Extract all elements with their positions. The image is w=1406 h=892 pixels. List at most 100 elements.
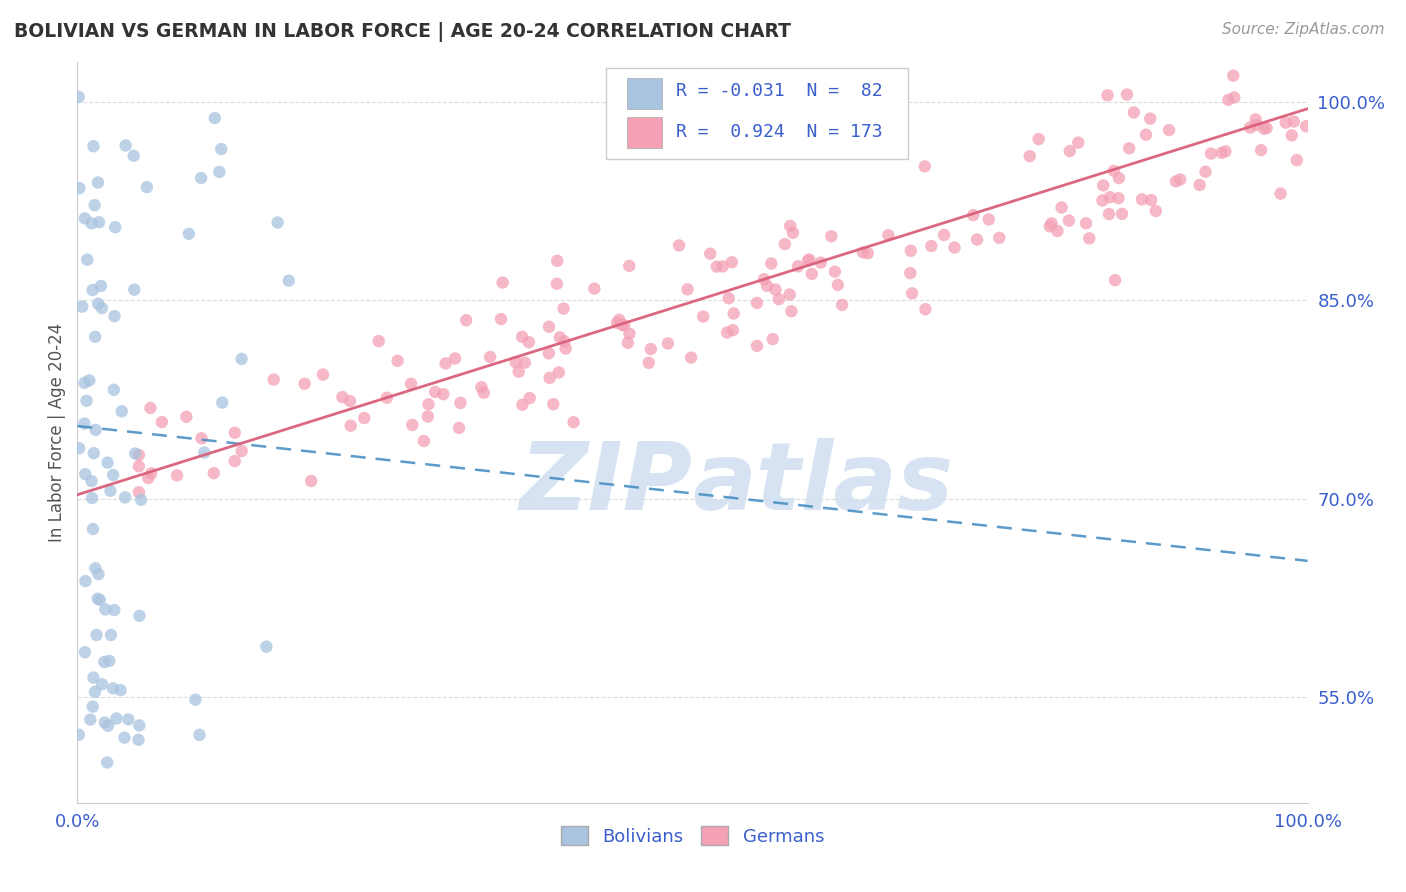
Point xyxy=(617,335,640,350)
Point xyxy=(339,394,361,409)
Point xyxy=(367,334,389,348)
Point xyxy=(1253,121,1275,136)
Point xyxy=(562,415,585,429)
Point xyxy=(86,628,108,642)
Point xyxy=(1108,171,1130,186)
Point xyxy=(612,318,634,332)
Point xyxy=(1140,193,1163,207)
Point xyxy=(543,397,565,411)
Point xyxy=(489,312,512,326)
Point xyxy=(139,401,162,415)
Point xyxy=(513,356,536,370)
Point xyxy=(128,608,150,623)
Point xyxy=(83,446,105,460)
Point xyxy=(1281,128,1303,143)
Point xyxy=(128,485,150,500)
Point xyxy=(1222,69,1244,83)
Point xyxy=(211,395,233,409)
Point xyxy=(202,466,225,480)
Point xyxy=(1256,121,1278,136)
Point xyxy=(1107,191,1129,205)
Point xyxy=(824,264,846,278)
Point xyxy=(312,368,335,382)
Point xyxy=(1098,207,1121,221)
Point xyxy=(73,417,96,431)
Point xyxy=(90,279,112,293)
Point xyxy=(852,245,875,260)
Point xyxy=(619,326,641,341)
Point xyxy=(82,522,104,536)
Point xyxy=(1244,112,1267,127)
Point xyxy=(124,446,146,460)
Point xyxy=(1040,216,1063,230)
Point xyxy=(932,227,955,242)
Point xyxy=(546,253,568,268)
Point xyxy=(114,491,136,505)
Point xyxy=(779,219,801,233)
Point xyxy=(491,276,513,290)
Point xyxy=(80,216,103,230)
Point xyxy=(1057,213,1080,227)
Point xyxy=(299,474,322,488)
Point xyxy=(184,692,207,706)
Point xyxy=(856,246,879,260)
Point xyxy=(1130,193,1153,207)
Point xyxy=(900,244,922,258)
Point xyxy=(135,180,157,194)
Point xyxy=(1144,204,1167,219)
Point xyxy=(553,301,575,316)
Point xyxy=(1246,118,1268,132)
Point xyxy=(1098,190,1121,204)
Point xyxy=(607,312,630,326)
Point xyxy=(93,715,115,730)
Point xyxy=(699,246,721,260)
Point xyxy=(717,291,740,305)
Point xyxy=(637,356,659,370)
Point xyxy=(505,355,527,369)
Point xyxy=(668,238,690,252)
Point xyxy=(721,323,744,337)
Point xyxy=(80,474,103,488)
Point xyxy=(720,255,742,269)
Point xyxy=(89,593,111,607)
Point xyxy=(412,434,434,448)
Point xyxy=(554,342,576,356)
Point xyxy=(188,728,211,742)
Point xyxy=(82,139,104,153)
Point xyxy=(339,418,361,433)
Point xyxy=(176,409,198,424)
Point xyxy=(111,404,134,418)
Point xyxy=(82,699,104,714)
Point xyxy=(100,628,122,642)
Point xyxy=(619,259,641,273)
Point xyxy=(375,391,398,405)
Point xyxy=(67,728,90,742)
Point xyxy=(1091,194,1114,208)
Point xyxy=(1157,123,1180,137)
Point xyxy=(76,393,98,408)
Point xyxy=(1111,207,1133,221)
Point xyxy=(177,227,200,241)
Point xyxy=(914,302,936,317)
Point xyxy=(1211,145,1233,160)
Point xyxy=(1059,144,1081,158)
Point xyxy=(76,252,98,267)
Point xyxy=(1295,120,1317,134)
Point xyxy=(128,459,150,474)
Point xyxy=(67,442,90,456)
Point xyxy=(83,198,105,212)
Point xyxy=(779,287,801,301)
Point xyxy=(962,208,984,222)
Point xyxy=(128,718,150,732)
Point xyxy=(166,468,188,483)
Point xyxy=(387,354,409,368)
Point xyxy=(901,286,924,301)
Point xyxy=(97,719,120,733)
Point xyxy=(782,226,804,240)
Point xyxy=(150,415,173,429)
Point xyxy=(98,654,121,668)
Point xyxy=(681,351,703,365)
Point xyxy=(117,712,139,726)
Point xyxy=(209,142,232,156)
Point xyxy=(91,677,114,691)
